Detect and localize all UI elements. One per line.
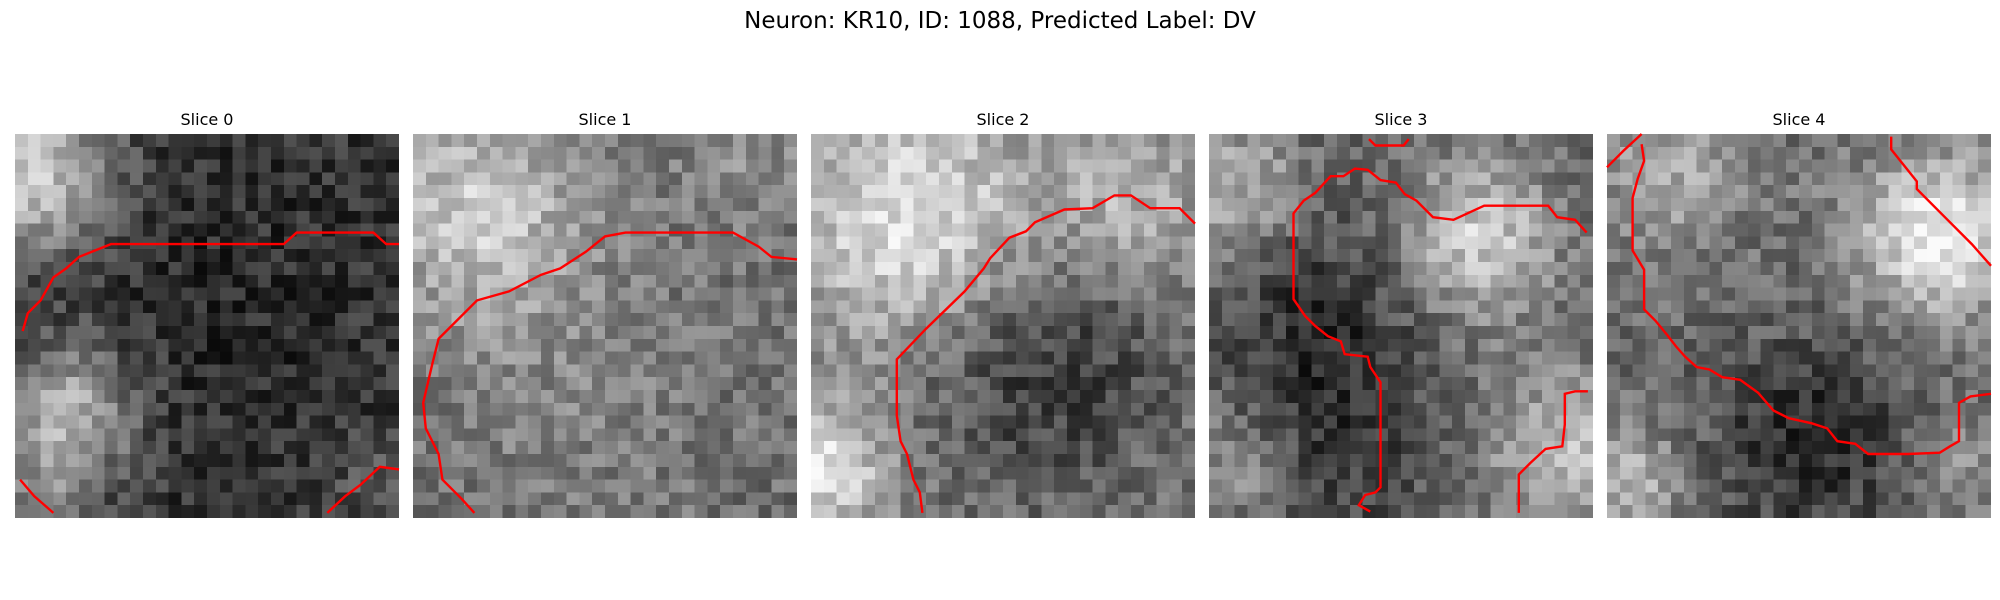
slice-3-title: Slice 3 (1209, 110, 1593, 129)
slice-4-contour-segment-0 (1607, 134, 1642, 167)
slice-0-contour-segment-0 (23, 233, 399, 332)
slice-1-contour (413, 134, 797, 518)
figure-title: Neuron: KR10, ID: 1088, Predicted Label:… (0, 8, 2000, 34)
slice-2-contour (811, 134, 1195, 518)
slice-0-contour-segment-2 (327, 467, 399, 513)
slice-3-panel (1209, 134, 1593, 518)
slice-2-title: Slice 2 (811, 110, 1195, 129)
slice-3-contour-segment-1 (1294, 169, 1587, 512)
slice-4-panel (1607, 134, 1991, 518)
slice-4-contour (1607, 134, 1991, 518)
slice-0-contour-segment-1 (20, 480, 53, 513)
slice-0-panel (15, 134, 399, 518)
slice-4-contour-segment-2 (1891, 137, 1991, 266)
slice-3-contour (1209, 134, 1593, 518)
slice-0-contour (15, 134, 399, 518)
slice-4-title: Slice 4 (1607, 110, 1991, 129)
slice-3-contour-segment-0 (1369, 139, 1409, 145)
slice-1-panel (413, 134, 797, 518)
slice-4-contour-segment-1 (1633, 144, 1991, 454)
slice-3-contour-segment-2 (1519, 391, 1588, 513)
slice-1-title: Slice 1 (413, 110, 797, 129)
slice-2-panel (811, 134, 1195, 518)
slice-2-contour-segment-0 (897, 195, 1195, 513)
slice-1-contour-segment-0 (423, 233, 797, 513)
slice-0-title: Slice 0 (15, 110, 399, 129)
